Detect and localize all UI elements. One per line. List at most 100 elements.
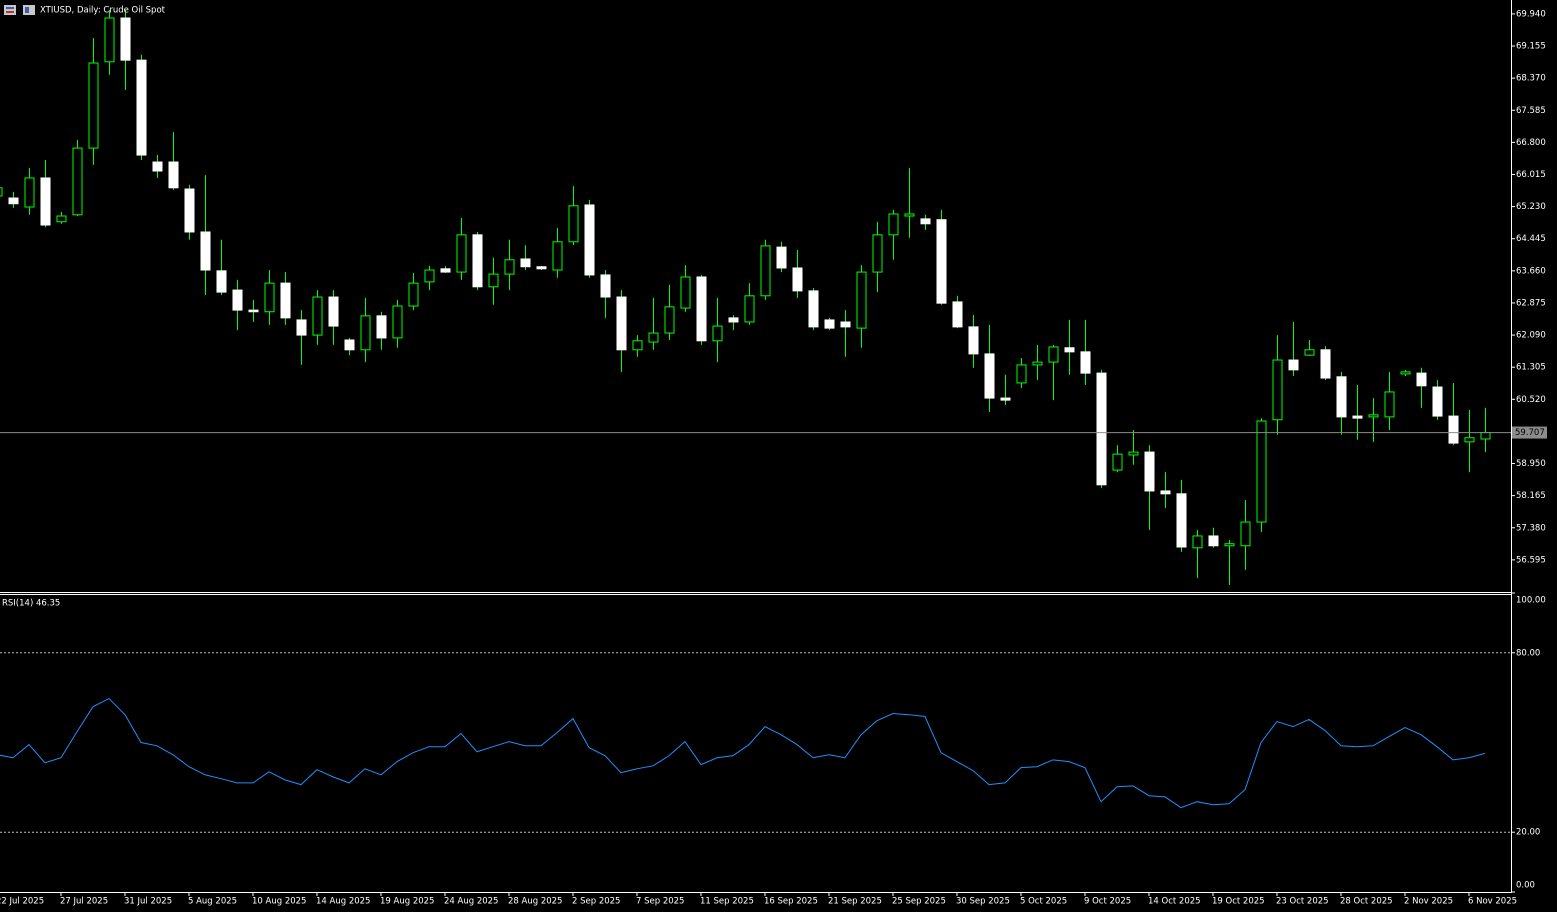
x-tick-label: 14 Aug 2025 [316, 897, 370, 907]
candle-body [712, 325, 723, 342]
candle [312, 290, 323, 345]
candle [1352, 384, 1363, 440]
y-tick-label: 68.370 [1516, 74, 1546, 84]
candle-body [168, 161, 179, 189]
indicator-title: RSI(14) 46.35 [2, 599, 60, 609]
y-tick-label: 61.305 [1516, 363, 1546, 373]
candle-body [536, 266, 547, 270]
x-tick-label: 19 Aug 2025 [380, 897, 434, 907]
candle [1064, 319, 1075, 375]
candle [1000, 374, 1011, 406]
candle-body [696, 276, 707, 342]
candle [760, 239, 771, 300]
y-tick-label: 66.800 [1516, 138, 1546, 148]
symbol-icons [4, 5, 35, 15]
candle [952, 295, 963, 329]
candle-body [1000, 397, 1011, 401]
candle [472, 231, 483, 291]
candle-body [136, 59, 147, 156]
candle-body [56, 215, 67, 223]
y-tick-label: 80.00 [1516, 648, 1540, 658]
candle-body [872, 234, 883, 273]
candle-body [856, 271, 867, 329]
candle [568, 186, 579, 246]
candle-body [200, 231, 211, 271]
candle-body [824, 319, 835, 329]
candle [840, 310, 851, 357]
y-tick-label: 62.875 [1516, 298, 1546, 308]
candle-body [120, 17, 131, 61]
x-tick-label: 28 Aug 2025 [508, 897, 562, 907]
candle [232, 279, 243, 331]
candle [856, 265, 867, 348]
candle-body [1256, 420, 1267, 523]
candle [1208, 527, 1219, 548]
candle [520, 245, 531, 271]
icon [6, 11, 14, 13]
candle-body [1464, 437, 1475, 443]
candle-body [488, 273, 499, 288]
x-tick-label: 2 Nov 2025 [1404, 897, 1453, 907]
candle-body [600, 274, 611, 298]
candle-body [1336, 376, 1347, 418]
candle-body [1128, 451, 1139, 456]
x-tick-label: 2 Sep 2025 [572, 897, 620, 907]
icon [6, 7, 14, 9]
x-tick-label: 19 Oct 2025 [1212, 897, 1265, 907]
candle [216, 239, 227, 295]
candle [600, 270, 611, 318]
candle [712, 297, 723, 363]
candle-body [1352, 415, 1363, 419]
candle-body [1208, 535, 1219, 547]
candle [984, 324, 995, 412]
x-tick-label: 6 Nov 2025 [1468, 897, 1517, 907]
candle [88, 38, 99, 165]
candle-body [632, 340, 643, 351]
candle [1272, 335, 1283, 435]
y-tick-label: 66.015 [1516, 170, 1546, 180]
candle-body [152, 161, 163, 172]
x-tick-label: 16 Sep 2025 [764, 897, 818, 907]
candle-body [616, 296, 627, 351]
x-tick-label: 5 Aug 2025 [188, 897, 237, 907]
candle-body [1368, 414, 1379, 418]
candle [56, 211, 67, 224]
y-tick-label: 69.940 [1516, 9, 1546, 19]
candle-body [936, 219, 947, 304]
y-tick-label: 65.230 [1516, 202, 1546, 212]
candle-body [904, 213, 915, 217]
candle-body [408, 282, 419, 307]
candle-body [504, 259, 515, 275]
candle-body [1320, 349, 1331, 379]
last-price-box [1512, 426, 1547, 439]
candle-body [680, 276, 691, 309]
y-tick-label: 69.155 [1516, 42, 1546, 52]
price-panel [0, 9, 1511, 586]
candle-body [584, 204, 595, 276]
candle-body [1448, 415, 1459, 444]
candle [24, 168, 35, 215]
x-tick-label: 10 Aug 2025 [252, 897, 306, 907]
candle-body [648, 332, 659, 343]
candle-body [792, 267, 803, 292]
rsi-line [0, 697, 1486, 809]
x-tick-label: 21 Sep 2025 [828, 897, 882, 907]
candle [120, 9, 131, 91]
candle [648, 297, 659, 350]
candle [1144, 445, 1155, 530]
x-tick-label: 25 Sep 2025 [892, 897, 946, 907]
candle [1240, 499, 1251, 570]
candle-body [1144, 451, 1155, 492]
candle [1448, 382, 1459, 446]
candle-body [1400, 371, 1411, 375]
icon [4, 5, 16, 15]
candle-body [952, 301, 963, 328]
candle-body [760, 245, 771, 297]
candle-body [216, 270, 227, 293]
y-tick-label: 58.950 [1516, 459, 1546, 469]
candle-body [1432, 386, 1443, 417]
candle-body [968, 326, 979, 355]
candle [904, 168, 915, 238]
candle [1096, 369, 1107, 489]
